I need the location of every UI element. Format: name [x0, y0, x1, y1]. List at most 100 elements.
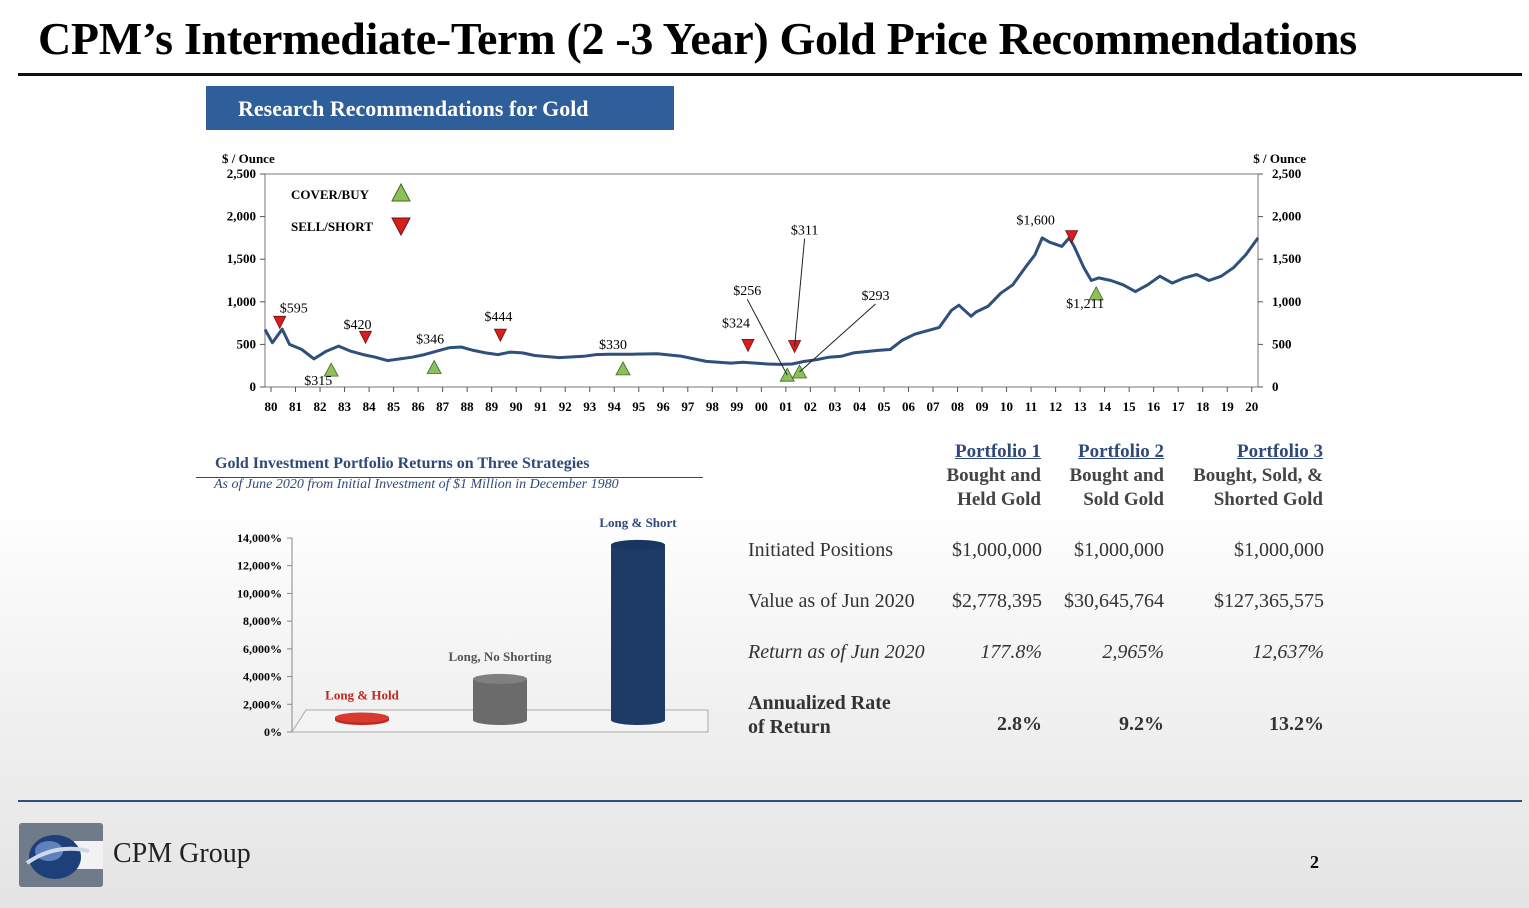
bar-category-label: Long & Hold: [325, 688, 399, 703]
x-tick-label: 93: [583, 399, 597, 414]
x-tick-label: 82: [314, 399, 327, 414]
x-tick-label: 92: [559, 399, 572, 414]
price-annotation: $444: [484, 310, 512, 325]
legend-label: SELL/SHORT: [291, 219, 373, 234]
y-tick-label-right: 2,500: [1272, 166, 1301, 181]
x-tick-label: 90: [510, 399, 523, 414]
y-tick-label-right: 0: [1272, 379, 1279, 394]
x-tick-label: 96: [657, 399, 671, 414]
bar-chart-title: Gold Investment Portfolio Returns on Thr…: [215, 455, 590, 472]
bar-y-tick-label: 10,000%: [237, 586, 282, 600]
x-tick-label: 10: [1000, 399, 1013, 414]
x-tick-label: 13: [1074, 399, 1088, 414]
x-tick-label: 11: [1025, 399, 1037, 414]
x-tick-label: 08: [951, 399, 965, 414]
y-tick-label-left: 0: [250, 379, 257, 394]
x-tick-label: 84: [363, 399, 377, 414]
x-tick-label: 89: [485, 399, 499, 414]
chart-banner: Research Recommendations for Gold: [206, 86, 674, 130]
title-divider: [18, 73, 1522, 76]
row-label-value: Value as of Jun 2020: [748, 590, 915, 612]
bar-category-label: Long & Short: [599, 515, 677, 530]
portfolio-1-header: Portfolio 1 Bought and Held Gold: [946, 441, 1041, 510]
bar-base: [611, 715, 665, 725]
cell-initiated-p1: $1,000,000: [952, 539, 1042, 561]
price-annotation: $330: [599, 338, 627, 353]
bar-2: [611, 539, 665, 725]
x-tick-label: 03: [828, 399, 842, 414]
bar-cap: [611, 539, 665, 550]
x-tick-label: 06: [902, 399, 916, 414]
y-tick-label-left: 500: [237, 336, 257, 351]
row-label-return: Return as of Jun 2020: [748, 641, 925, 663]
x-tick-label: 09: [976, 399, 990, 414]
globe-logo-icon: [19, 823, 103, 887]
cell-value-p1: $2,778,395: [952, 590, 1042, 612]
buy-signal-marker: [615, 361, 631, 376]
x-tick-label: 83: [338, 399, 352, 414]
buy-signal-marker: [323, 362, 339, 377]
x-tick-label: 07: [927, 399, 941, 414]
price-annotation: $420: [344, 318, 372, 333]
x-tick-label: 05: [877, 399, 891, 414]
x-tick-label: 00: [755, 399, 768, 414]
cell-initiated-p3: $1,000,000: [1234, 539, 1324, 561]
x-tick-label: 12: [1049, 399, 1062, 414]
bar-chart-subtitle: As of June 2020 from Initial Investment …: [214, 477, 619, 492]
bar-body: [473, 678, 527, 720]
bar-chart-title-rule: [196, 477, 703, 478]
x-tick-label: 88: [461, 399, 475, 414]
page-title: CPM’s Intermediate-Term (2 -3 Year) Gold…: [38, 13, 1357, 64]
x-tick-label: 01: [779, 399, 792, 414]
bar-1: [473, 673, 527, 725]
cell-initiated-p2: $1,000,000: [1074, 539, 1164, 561]
bar-base: [473, 715, 527, 725]
price-annotation: $311: [791, 224, 818, 239]
x-tick-label: 87: [436, 399, 450, 414]
annotation-leader: [799, 303, 876, 373]
sell-signal-marker: [741, 338, 755, 353]
x-tick-label: 95: [632, 399, 646, 414]
y-tick-label-left: 1,000: [227, 294, 256, 309]
x-tick-label: 17: [1172, 399, 1186, 414]
price-annotation: $256: [733, 284, 761, 299]
price-annotation: $1,600: [1016, 214, 1055, 229]
cell-value-p3: $127,365,575: [1214, 590, 1324, 612]
price-annotation: $293: [862, 289, 890, 304]
sell-signal-marker: [1065, 230, 1079, 244]
x-tick-label: 97: [681, 399, 695, 414]
cell-annualized-p2: 9.2%: [1119, 713, 1164, 735]
price-annotation: $324: [722, 316, 750, 331]
y-tick-label-right: 1,000: [1272, 294, 1301, 309]
price-annotation: $315: [304, 374, 332, 389]
gold-price-line: [263, 236, 1260, 366]
y-tick-label-left: 1,500: [227, 251, 256, 266]
footer-divider: [18, 800, 1522, 802]
price-annotation: $595: [280, 301, 308, 316]
sell-signal-marker: [358, 330, 373, 345]
bar-y-tick-label: 6,000%: [243, 642, 282, 656]
buy-signal-marker: [426, 359, 442, 374]
row-label-initiated: Initiated Positions: [748, 539, 893, 561]
bar-y-tick-label: 8,000%: [243, 614, 282, 628]
cell-return-p1: 177.8%: [980, 641, 1042, 663]
x-tick-label: 81: [289, 399, 302, 414]
sell-signal-marker: [273, 315, 287, 330]
x-tick-label: 15: [1123, 399, 1137, 414]
cell-return-p2: 2,965%: [1102, 641, 1164, 663]
x-tick-label: 85: [387, 399, 401, 414]
bar-cap: [473, 673, 527, 684]
legend-label: COVER/BUY: [291, 187, 370, 202]
bar-y-tick-label: 2,000%: [243, 697, 282, 711]
x-tick-label: 91: [534, 399, 547, 414]
legend-sell-marker: [391, 217, 411, 237]
x-tick-label: 20: [1245, 399, 1258, 414]
page-number: 2: [1310, 852, 1319, 872]
y-axis-label-right: $ / Ounce: [1253, 151, 1306, 166]
cell-annualized-p3: 13.2%: [1269, 713, 1324, 735]
bar-y-tick-label: 14,000%: [237, 531, 282, 545]
x-tick-label: 86: [412, 399, 426, 414]
x-tick-label: 98: [706, 399, 720, 414]
y-tick-label-right: 500: [1272, 336, 1292, 351]
